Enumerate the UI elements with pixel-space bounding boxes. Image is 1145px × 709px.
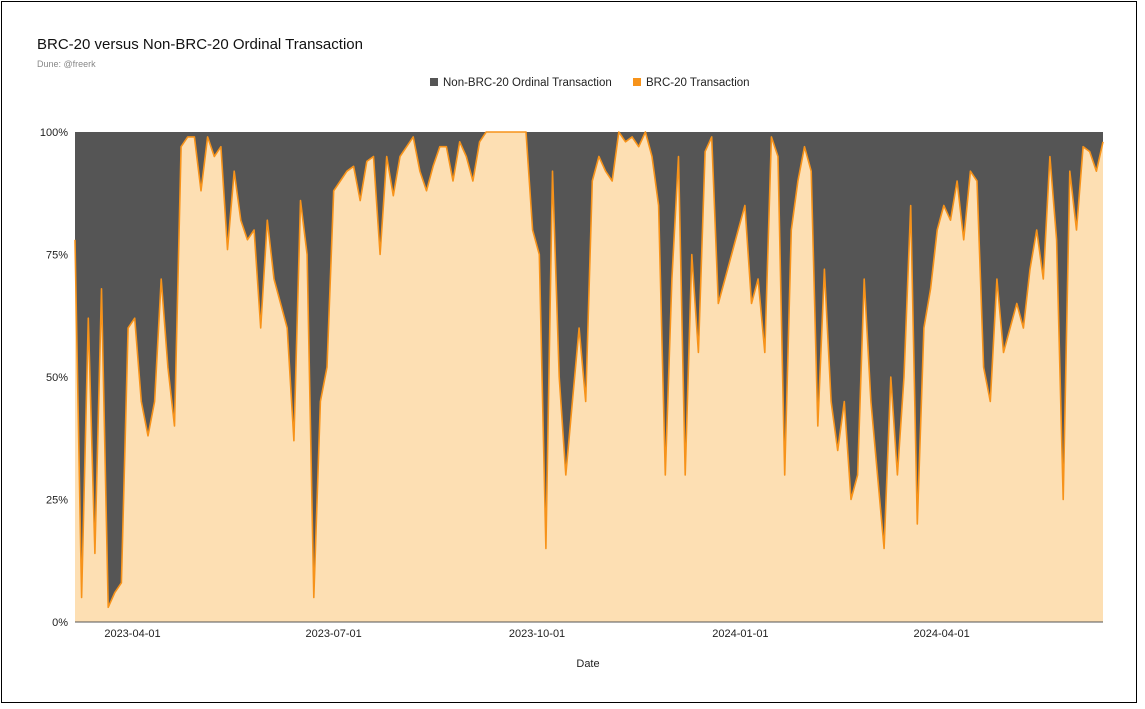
legend: Non-BRC-20 Ordinal Transaction BRC-20 Tr…	[430, 77, 750, 89]
legend-swatch-non-brc20	[430, 78, 438, 86]
y-tick-label: 100%	[40, 127, 68, 139]
x-axis: 2023-04-01 2023-07-01 2023-10-01 2024-01-01…	[104, 628, 969, 640]
x-tick-label: 2023-07-01	[306, 628, 362, 640]
legend-swatch-brc20	[633, 78, 641, 86]
y-tick-label: 50%	[46, 372, 68, 384]
y-tick-label: 75%	[46, 250, 68, 262]
y-tick-label: 0%	[52, 617, 68, 629]
chart-title: BRC-20 versus Non-BRC-20 Ordinal Transac…	[37, 36, 363, 53]
y-axis: 0% 25% 50% 75% 100%	[40, 127, 68, 629]
x-tick-label: 2024-04-01	[913, 628, 969, 640]
legend-label-brc20: BRC-20 Transaction	[646, 77, 750, 89]
x-tick-label: 2024-01-01	[712, 628, 768, 640]
plot-area	[74, 131, 1104, 623]
line-brc20	[74, 131, 1104, 609]
x-tick-label: 2023-04-01	[104, 628, 160, 640]
y-tick-label: 25%	[46, 495, 68, 507]
chart-subtitle: Dune: @freerk	[37, 59, 96, 69]
x-tick-label: 2023-10-01	[509, 628, 565, 640]
legend-label-non-brc20: Non-BRC-20 Ordinal Transaction	[443, 77, 612, 89]
x-axis-label: Date	[576, 658, 599, 670]
